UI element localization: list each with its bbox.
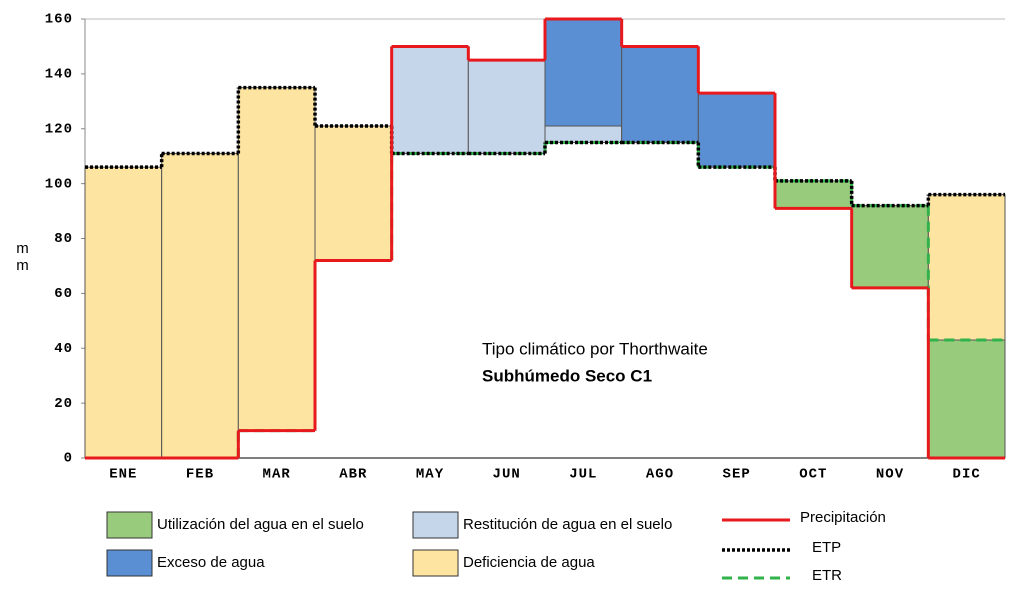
x-tick-label: JUN [493, 467, 521, 483]
y-tick-label: 80 [54, 231, 73, 247]
legend-label: ETP [812, 539, 841, 556]
legend-swatch [412, 549, 459, 577]
utilization-area [774, 180, 853, 209]
y-tick-label: 0 [64, 451, 73, 467]
restitution-area [544, 125, 623, 143]
legend-label: Deficiencia de agua [463, 554, 595, 571]
x-tick-label: DIC [953, 467, 981, 483]
deficiency-area [314, 125, 393, 261]
y-tick-label: 40 [54, 341, 73, 357]
legend-label: Precipitación [800, 509, 886, 526]
excess-area [621, 45, 699, 143]
x-tick-label: MAY [416, 467, 444, 483]
x-tick-label: OCT [799, 467, 827, 483]
deficiency-area [84, 166, 163, 459]
legend-swatch [106, 511, 153, 539]
x-tick-label: ABR [339, 467, 367, 483]
x-tick-label: JUL [569, 467, 597, 483]
x-tick-label: FEB [186, 467, 214, 483]
excess-area [697, 92, 776, 168]
y-tick-label: 20 [54, 396, 73, 412]
excess-area [544, 18, 623, 127]
y-tick-label: 140 [45, 67, 73, 83]
legend-swatch [412, 511, 459, 539]
y-tick-label: 100 [45, 176, 73, 192]
deficiency-area [927, 194, 1006, 341]
x-tick-label: MAR [263, 467, 291, 483]
y-tick-label: 120 [45, 121, 73, 137]
x-tick-label: SEP [723, 467, 751, 483]
x-tick-label: AGO [646, 467, 674, 483]
legend-label: ETR [812, 567, 842, 584]
legend-swatch [106, 549, 153, 577]
legend-label: Utilización del agua en el suelo [157, 516, 364, 533]
legend-label: Exceso de agua [157, 554, 265, 571]
y-tick-label: 60 [54, 286, 73, 302]
y-axis-label: mm [14, 240, 31, 274]
x-tick-label: ENE [109, 467, 137, 483]
restitution-area [467, 59, 546, 154]
annotation: Tipo climático por Thorthwaite [482, 339, 708, 358]
y-tick-label: 160 [45, 12, 73, 28]
restitution-area [391, 45, 469, 154]
legend-label: Restitución de agua en el suelo [463, 516, 672, 533]
deficiency-area [161, 152, 239, 459]
annotation-bold: Subhúmedo Seco C1 [482, 366, 652, 385]
utilization-area [927, 339, 1006, 459]
x-tick-label: NOV [876, 467, 904, 483]
deficiency-area [237, 87, 316, 432]
utilization-area [851, 205, 929, 289]
